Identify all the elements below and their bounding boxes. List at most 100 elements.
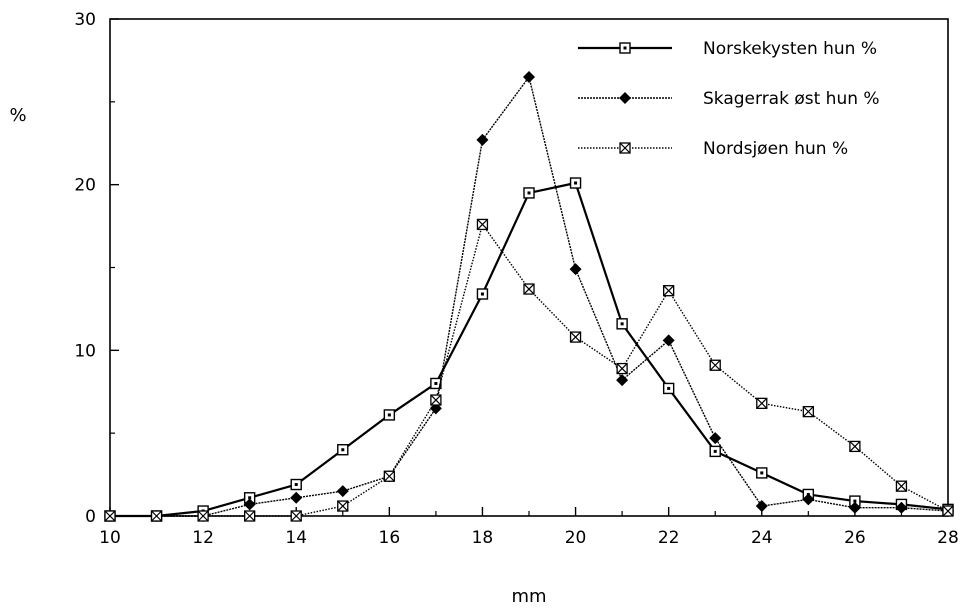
marker-dot — [480, 292, 484, 296]
data-point-marker — [104, 510, 116, 522]
marker-dot — [574, 181, 578, 185]
data-point-marker — [523, 187, 535, 199]
marker-cross — [523, 283, 535, 295]
marker-dot — [760, 471, 764, 475]
marker-cross — [942, 505, 954, 517]
data-point-marker — [197, 510, 209, 522]
x-tick-label: 16 — [379, 528, 401, 548]
x-tick-label: 14 — [285, 528, 307, 548]
marker-diamond — [523, 70, 535, 83]
marker-diamond — [616, 374, 629, 387]
data-point-marker — [616, 362, 628, 375]
x-axis-title: mm — [511, 586, 546, 607]
marker-dot — [713, 449, 717, 453]
marker-diamond — [755, 500, 768, 513]
marker-dot — [294, 483, 298, 487]
data-point-marker — [619, 42, 631, 54]
marker-cross — [197, 510, 209, 522]
data-point-marker — [848, 501, 861, 514]
data-point-marker — [290, 491, 303, 504]
marker-cross — [290, 510, 302, 522]
legend-label: Norskekysten hun % — [703, 39, 877, 59]
data-point-marker — [662, 382, 675, 395]
marker-diamond — [709, 432, 722, 445]
y-tick-label: 30 — [74, 10, 96, 30]
marker-cross — [337, 500, 349, 512]
data-point-marker — [569, 263, 582, 276]
data-point-marker — [523, 283, 535, 295]
marker-diamond — [895, 501, 908, 514]
data-point-marker — [619, 142, 631, 154]
data-point-marker — [150, 510, 163, 522]
marker-cross — [849, 440, 861, 452]
marker-cross — [570, 331, 581, 343]
y-tick-label: 10 — [74, 341, 96, 361]
data-point-marker — [243, 498, 256, 511]
data-point-marker — [756, 397, 768, 409]
series-1 — [104, 177, 954, 522]
data-point-marker — [895, 480, 908, 492]
y-axis-title: % — [9, 105, 26, 126]
data-point-marker — [616, 374, 629, 387]
legend-label: Skagerrak øst hun % — [703, 89, 880, 109]
marker-cross — [896, 480, 907, 492]
data-point-marker — [337, 444, 349, 456]
marker-dot — [623, 46, 627, 50]
data-point-marker — [476, 218, 489, 231]
marker-diamond — [290, 491, 303, 504]
marker-diamond — [662, 334, 675, 347]
marker-cross — [104, 510, 116, 522]
marker-diamond — [243, 498, 256, 511]
marker-cross — [383, 470, 395, 482]
x-tick-label: 20 — [565, 528, 587, 548]
marker-diamond — [569, 263, 582, 276]
marker-diamond — [848, 501, 861, 514]
marker-dot — [248, 496, 252, 500]
data-point-marker — [569, 331, 582, 343]
marker-cross — [430, 394, 442, 406]
x-tick-label: 28 — [937, 528, 959, 548]
data-point-marker — [337, 500, 349, 512]
marker-cross — [663, 285, 675, 297]
data-point-marker — [709, 432, 722, 445]
x-tick-label: 10 — [99, 528, 121, 548]
marker-diamond — [619, 92, 631, 104]
data-point-marker — [244, 510, 256, 522]
data-point-marker — [476, 133, 489, 146]
series-3 — [104, 218, 954, 522]
marker-dot — [667, 386, 671, 390]
data-point-marker — [709, 445, 721, 458]
x-tick-label: 12 — [192, 528, 214, 548]
x-tick-label: 22 — [658, 528, 680, 548]
data-point-marker — [802, 405, 814, 418]
series-line — [110, 223, 949, 517]
marker-dot — [434, 381, 438, 385]
data-point-marker — [383, 409, 396, 421]
series-line — [110, 181, 949, 518]
series-layer — [104, 70, 954, 522]
marker-cross — [709, 359, 721, 371]
data-point-marker — [895, 501, 908, 514]
data-point-marker — [616, 318, 628, 330]
marker-cross — [244, 510, 256, 522]
x-tick-label: 18 — [472, 528, 494, 548]
data-point-marker — [290, 510, 302, 522]
data-point-marker — [619, 92, 631, 104]
data-point-marker — [802, 493, 815, 506]
marker-dot — [341, 448, 345, 452]
marker-cross — [477, 219, 488, 230]
marker-diamond — [336, 485, 349, 498]
marker-dot — [620, 322, 624, 326]
data-point-marker — [849, 440, 861, 453]
marker-dot — [387, 413, 391, 417]
data-point-marker — [755, 500, 768, 513]
legend-entry-3: Nordsjøen hun % — [578, 139, 848, 159]
marker-dot — [527, 191, 531, 195]
marker-cross — [756, 397, 768, 409]
data-point-marker — [756, 467, 768, 479]
marker-diamond — [476, 133, 489, 146]
legend-entry-2: Skagerrak øst hun % — [578, 89, 880, 109]
marker-cross — [616, 363, 628, 374]
data-point-marker — [663, 285, 675, 297]
